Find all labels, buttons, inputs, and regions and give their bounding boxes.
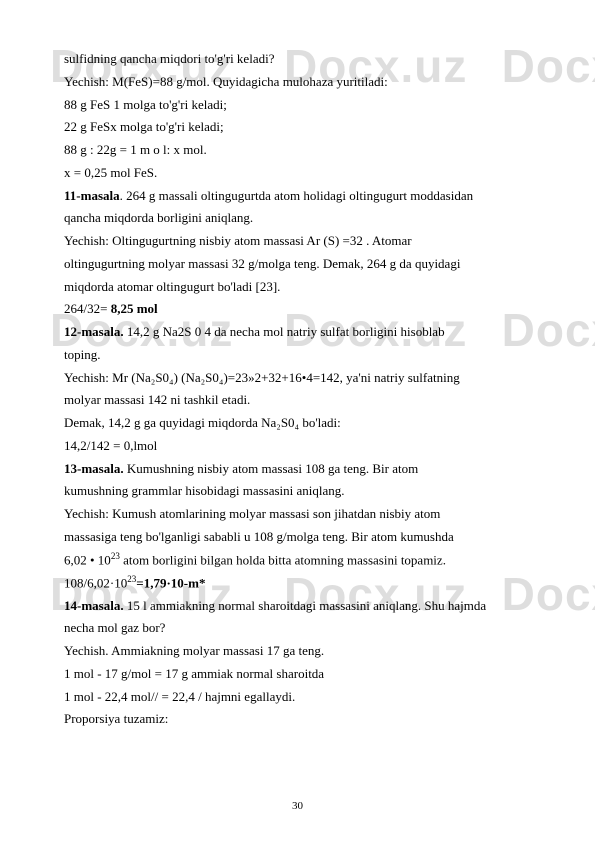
text: 108/6,02·10 — [64, 575, 127, 590]
text-line: 88 g : 22g = 1 m o l: x mol. — [64, 139, 547, 162]
text: 264/32= — [64, 301, 107, 316]
problem-title: 11-masala — [64, 188, 120, 203]
superscript: 23 — [111, 551, 120, 561]
text-line: Proporsiya tuzamiz: — [64, 708, 547, 731]
problem-title: 14-masala. — [64, 598, 124, 613]
text-line: Yechish: Oltingugurtning nisbiy atom mas… — [64, 230, 547, 253]
text: atom borligini bilgan holda bitta atomni… — [120, 552, 446, 567]
page-number: 30 — [0, 797, 595, 816]
text-line: oltingugurtning molyar massasi 32 g/molg… — [64, 253, 547, 276]
text-line: 11-masala. 264 g massali oltingugurtda a… — [64, 185, 547, 208]
text: 15 l ammiakning normal sharoitdagi massa… — [124, 598, 487, 613]
answer: 8,25 mol — [107, 301, 157, 316]
text: Kumushning nisbiy atom massasi 108 ga te… — [124, 461, 419, 476]
problem-title: 13-masala. — [64, 461, 124, 476]
text-line: Demak, 14,2 g ga quyidagi miqdorda Na₂S0… — [64, 412, 547, 435]
text-line: 264/32= 8,25 mol — [64, 298, 547, 321]
text-line: 22 g FeSx molga to'g'ri keladi; — [64, 116, 547, 139]
text-line: miqdorda atomar oltingugurt bo'ladi [23]… — [64, 276, 547, 299]
text-line: 88 g FeS 1 molga to'g'ri keladi; — [64, 94, 547, 117]
text-line: massasiga teng bo'lganligi sababli u 108… — [64, 526, 547, 549]
text-line: 14-masala. 15 l ammiakning normal sharoi… — [64, 595, 547, 618]
text-line: Yechish: Kumush atomlarining molyar mass… — [64, 503, 547, 526]
text: 14,2 g Na2S 0 4 da necha mol natriy sulf… — [124, 324, 445, 339]
text-line: Yechish. Ammiakning molyar massasi 17 ga… — [64, 640, 547, 663]
text-line: Yechish: M(FeS)=88 g/mol. Quyidagicha mu… — [64, 71, 547, 94]
superscript: 23 — [127, 574, 136, 584]
text: . 264 g massali oltingugurtda atom holid… — [120, 188, 474, 203]
answer: =1,79·10-m* — [136, 575, 205, 590]
problem-title: 12-masala. — [64, 324, 124, 339]
document-body: sulfidning qancha miqdori to'g'ri keladi… — [64, 48, 547, 731]
text-line: 108/6,02·1023=1,79·10-m* — [64, 572, 547, 595]
text-line: Yechish: Mr (Na₂S0₄) (Na₂S0₄)=23»2+32+16… — [64, 367, 547, 390]
text-line: qancha miqdorda borligini aniqlang. — [64, 207, 547, 230]
text-line: molyar massasi 142 ni tashkil etadi. — [64, 389, 547, 412]
text-line: sulfidning qancha miqdori to'g'ri keladi… — [64, 48, 547, 71]
text-line: toping. — [64, 344, 547, 367]
text-line: 1 mol - 22,4 mol// = 22,4 / hajmni egall… — [64, 686, 547, 709]
text-line: 6,02 • 1023 atom borligini bilgan holda … — [64, 549, 547, 572]
text-line: 12-masala. 14,2 g Na2S 0 4 da necha mol … — [64, 321, 547, 344]
text-line: x = 0,25 mol FeS. — [64, 162, 547, 185]
text: 6,02 • 10 — [64, 552, 111, 567]
text-line: kumushning grammlar hisobidagi massasini… — [64, 480, 547, 503]
text-line: 13-masala. Kumushning nisbiy atom massas… — [64, 458, 547, 481]
text-line: 14,2/142 = 0,lmol — [64, 435, 547, 458]
text-line: necha mol gaz bor? — [64, 617, 547, 640]
text-line: 1 mol - 17 g/mol = 17 g ammiak normal sh… — [64, 663, 547, 686]
